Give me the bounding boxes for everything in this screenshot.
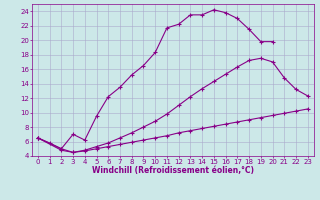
X-axis label: Windchill (Refroidissement éolien,°C): Windchill (Refroidissement éolien,°C) (92, 166, 254, 175)
